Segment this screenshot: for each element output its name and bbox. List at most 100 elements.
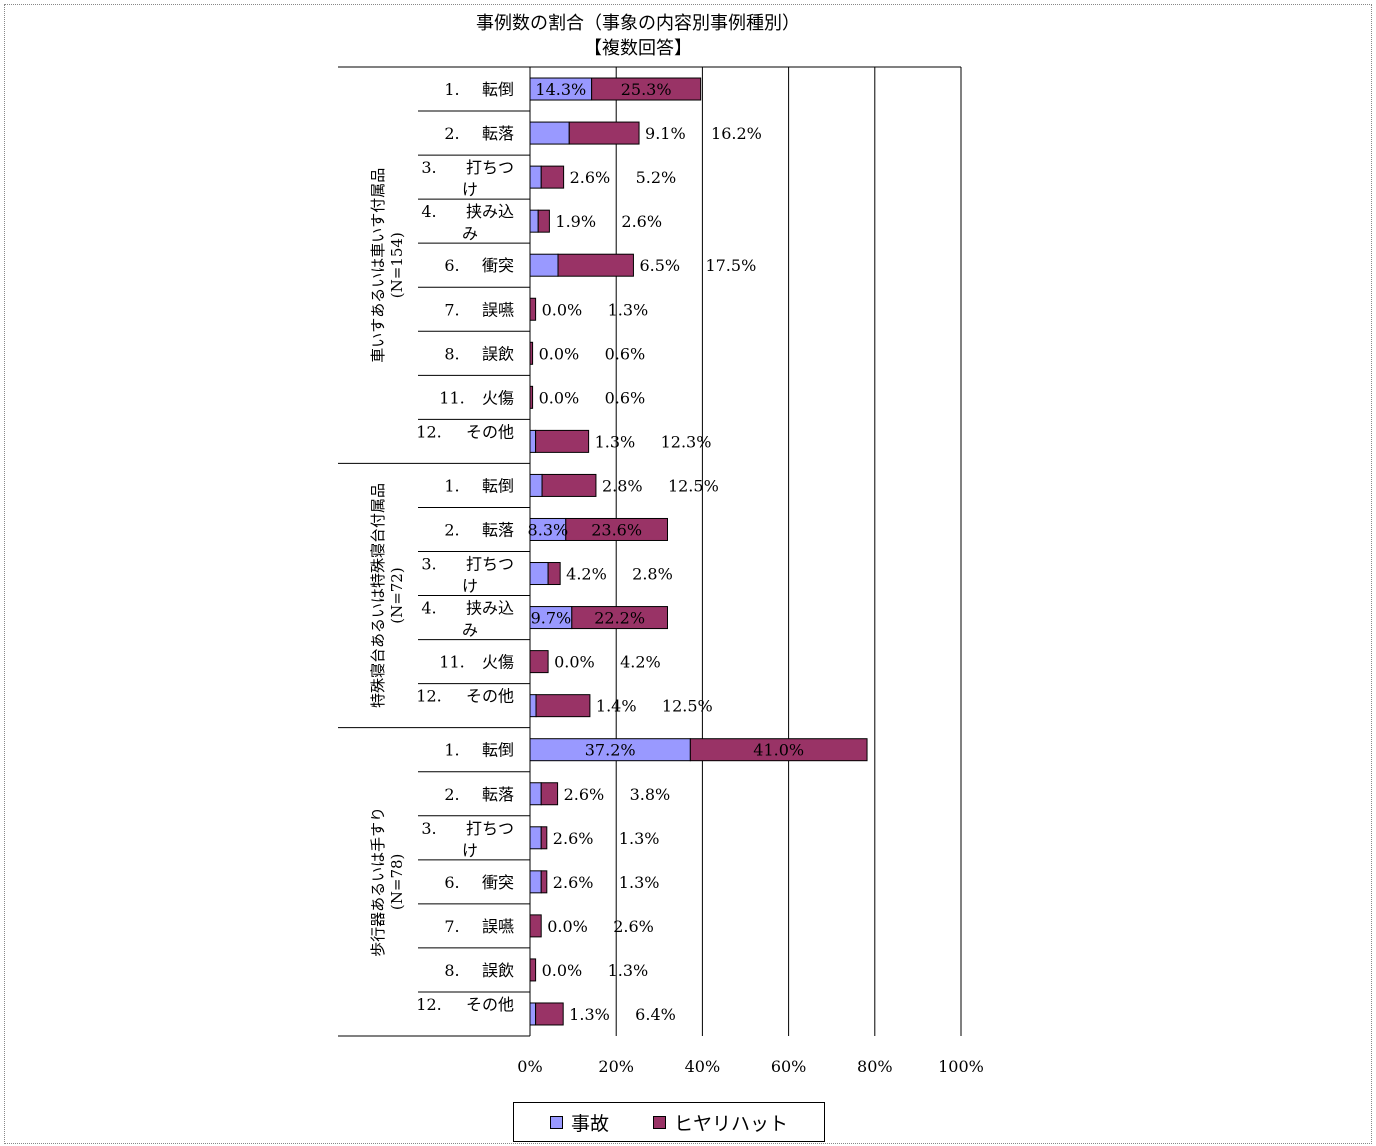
- bar-nearmiss: [540, 870, 548, 894]
- data-label-accident: 8.3%: [528, 520, 569, 539]
- data-label-accident: 1.3%: [595, 432, 636, 451]
- data-label-accident: 1.9%: [555, 212, 596, 231]
- bar-nearmiss: [565, 517, 668, 541]
- bar-nearmiss: [535, 429, 590, 453]
- data-label-accident: 0.0%: [539, 344, 580, 363]
- category-number: 2.: [444, 785, 459, 804]
- category-name: その他: [466, 687, 514, 706]
- chart-frame: [4, 4, 1372, 1144]
- category-name: その他: [466, 995, 514, 1014]
- category-name: 火傷: [482, 653, 514, 672]
- legend: 事故 ヒヤリハット: [513, 1102, 825, 1142]
- category-name: 挟み込: [466, 202, 514, 221]
- data-label-accident: 4.2%: [566, 565, 607, 584]
- data-label-nearmiss: 2.6%: [621, 212, 662, 231]
- x-tick-label: 40%: [685, 1057, 721, 1076]
- bar-accident: [529, 562, 549, 586]
- data-label-accident: 2.6%: [564, 785, 605, 804]
- data-label-accident: 9.1%: [645, 124, 686, 143]
- category-number: 12.: [416, 422, 441, 441]
- bar-nearmiss: [529, 914, 542, 938]
- data-label-nearmiss: 41.0%: [753, 741, 804, 760]
- category-number: 7.: [444, 300, 459, 319]
- category-name: 誤飲: [482, 961, 514, 980]
- category-number: 1.: [444, 476, 459, 495]
- x-tick-label: 20%: [598, 1057, 634, 1076]
- bar-nearmiss: [541, 473, 597, 497]
- category-number: 4.: [421, 202, 436, 221]
- plot-area: 0% 20% 40% 60% 80% 100% 車いすあるいは車いす付属品 (N=154) 特殊…: [338, 66, 984, 1076]
- x-tick-label: 80%: [857, 1057, 893, 1076]
- group-label: 歩行器あるいは手すり: [369, 807, 387, 957]
- category-name: 誤飲: [482, 344, 514, 363]
- chart-title: 事例数の割合（事象の内容別事例種別）: [476, 13, 800, 34]
- category-number: 6.: [444, 256, 459, 275]
- category-name: 衝突: [482, 256, 514, 275]
- bar-nearmiss: [689, 738, 868, 762]
- legend-swatch-accident: [549, 1115, 563, 1129]
- data-label-nearmiss: 1.3%: [608, 961, 649, 980]
- bar-nearmiss: [535, 694, 591, 718]
- category-name-cont: み: [462, 224, 478, 243]
- group-n-label: (N=154): [388, 232, 406, 298]
- category-number: 11.: [439, 653, 464, 672]
- data-label-nearmiss: 16.2%: [711, 124, 762, 143]
- bar-accident: [529, 209, 539, 233]
- data-label-nearmiss: 1.3%: [608, 300, 649, 319]
- category-name: 転落: [482, 785, 514, 804]
- category-name: 転倒: [482, 741, 514, 760]
- legend-swatch-nearmiss: [653, 1115, 666, 1129]
- category-name: 衝突: [482, 873, 514, 892]
- bar-nearmiss: [529, 385, 534, 409]
- legend-item-accident: 事故: [549, 1109, 609, 1136]
- category-number: 12.: [416, 687, 441, 706]
- data-label-accident: 14.3%: [535, 80, 586, 99]
- bar-accident: [529, 782, 542, 806]
- category-number: 1.: [444, 80, 459, 99]
- data-label-accident: 9.7%: [531, 609, 572, 628]
- bar-nearmiss: [591, 77, 702, 101]
- bar-nearmiss: [571, 606, 668, 630]
- category-number: 3.: [421, 158, 436, 177]
- data-label-nearmiss: 3.8%: [630, 785, 671, 804]
- bar-nearmiss: [529, 341, 534, 365]
- data-label-nearmiss: 12.3%: [661, 432, 712, 451]
- data-label-nearmiss: 12.5%: [662, 697, 713, 716]
- category-name: 打ちつ: [466, 158, 514, 177]
- category-name: 挟み込: [466, 599, 514, 618]
- legend-item-nearmiss: ヒヤリハット: [653, 1109, 788, 1136]
- category-name: 火傷: [482, 388, 514, 407]
- chart-subtitle: 【複数回答】: [584, 38, 692, 59]
- category-name: その他: [466, 422, 514, 441]
- data-label-accident: 2.6%: [553, 829, 594, 848]
- bar-nearmiss: [540, 165, 565, 189]
- category-name-cont: け: [462, 180, 478, 199]
- bar-nearmiss: [540, 826, 548, 850]
- bar-nearmiss: [540, 782, 559, 806]
- data-label-accident: 0.0%: [554, 653, 595, 672]
- data-label-nearmiss: 22.2%: [594, 609, 645, 628]
- category-name: 転落: [482, 124, 514, 143]
- data-label-nearmiss: 2.8%: [632, 565, 673, 584]
- category-name: 打ちつ: [466, 819, 514, 838]
- bar-nearmiss: [529, 650, 549, 674]
- data-label-nearmiss: 17.5%: [705, 256, 756, 275]
- group-label: 特殊寝台あるいは特殊寝台付属品: [369, 483, 387, 708]
- bar-accident: [529, 473, 543, 497]
- category-number: 11.: [439, 388, 464, 407]
- category-name: 転落: [482, 520, 514, 539]
- bar-nearmiss: [547, 562, 561, 586]
- data-label-nearmiss: 4.2%: [620, 653, 661, 672]
- data-label-nearmiss: 12.5%: [668, 476, 719, 495]
- bar-accident: [529, 253, 559, 277]
- data-label-accident: 2.6%: [553, 873, 594, 892]
- bar-nearmiss: [568, 121, 640, 145]
- data-label-accident: 2.8%: [602, 476, 643, 495]
- data-label-nearmiss: 6.4%: [635, 1005, 676, 1024]
- category-name: 誤嚥: [482, 300, 514, 319]
- category-number: 4.: [421, 599, 436, 618]
- bar-accident: [529, 429, 537, 453]
- data-label-accident: 0.0%: [539, 388, 580, 407]
- group-n-label: (N=78): [388, 854, 406, 910]
